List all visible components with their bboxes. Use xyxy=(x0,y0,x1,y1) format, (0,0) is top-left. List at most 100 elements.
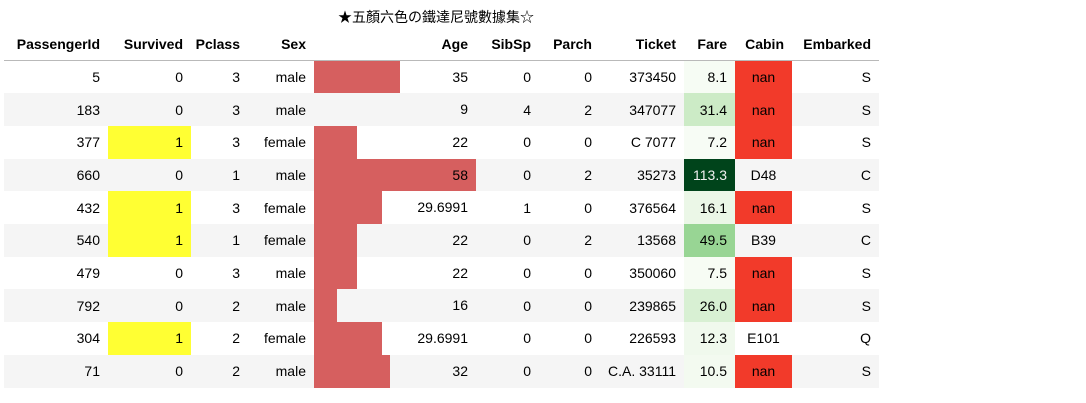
column-header-parch: Parch xyxy=(539,29,600,61)
cell-parch: 2 xyxy=(539,93,600,126)
cell-passengerid: 304 xyxy=(76,330,100,347)
column-header-embarked: Embarked xyxy=(792,29,879,61)
cell-ticket: 347077 xyxy=(600,93,684,126)
cell-survived: 0 xyxy=(108,158,191,192)
cell-survived: 0 xyxy=(108,93,191,126)
table-caption: ★五顏六色の鐵達尼號數據集☆ xyxy=(338,9,534,25)
cell-cabin: nan xyxy=(735,289,792,323)
cell-survived: 0 xyxy=(108,289,191,323)
cell-passengerid: 660 xyxy=(4,158,108,192)
cell-sex: male xyxy=(248,289,314,323)
age-value: 29.6991 xyxy=(417,199,468,216)
age-bar xyxy=(314,158,476,192)
cell-age: 35 xyxy=(314,60,476,94)
cell-fare: 10.5 xyxy=(684,354,735,388)
age-value: 58 xyxy=(452,166,468,183)
cell-parch: 0 xyxy=(584,134,592,151)
table-row: 660 0 1 male 58 0 2 35273 113.3 D48 C xyxy=(4,158,879,192)
cell-fare: 7.2 xyxy=(684,125,735,159)
cell-sibsp: 0 xyxy=(476,158,539,192)
cell-sibsp: 0 xyxy=(523,265,531,282)
column-header-survived: Survived xyxy=(108,29,191,61)
cell-pclass: 3 xyxy=(232,265,240,282)
cell-embarked: S xyxy=(861,199,871,216)
age-value: 9 xyxy=(460,101,468,118)
cell-ticket: 373450 xyxy=(629,68,676,85)
cell-embarked: S xyxy=(861,265,871,282)
cell-embarked: S xyxy=(861,134,871,151)
cell-ticket: C.A. 33111 xyxy=(600,354,684,388)
cell-passengerid: 540 xyxy=(4,224,108,257)
cell-survived: 1 xyxy=(108,125,191,159)
cell-embarked: S xyxy=(792,93,879,126)
cell-passengerid: 432 xyxy=(76,199,100,216)
cell-parch: 0 xyxy=(584,68,592,85)
cell-survived: 0 xyxy=(175,265,183,282)
cell-parch: 0 xyxy=(539,354,600,388)
cell-passengerid: 71 xyxy=(4,354,108,388)
cell-fare: 49.5 xyxy=(684,224,735,257)
age-value: 32 xyxy=(452,362,468,379)
cell-passengerid: 183 xyxy=(4,93,108,126)
age-value: 22 xyxy=(452,264,468,281)
cell-age: 16 xyxy=(314,289,476,323)
cell-ticket: 239865 xyxy=(600,289,684,323)
cell-embarked: S xyxy=(792,289,879,323)
cell-sex: male xyxy=(248,158,314,192)
cell-fare: 12.3 xyxy=(684,322,735,355)
cell-sibsp: 0 xyxy=(476,289,539,323)
column-header-pclass: Pclass xyxy=(191,29,248,61)
cell-parch: 0 xyxy=(539,289,600,323)
age-value: 29.6991 xyxy=(417,330,468,347)
cell-embarked: C xyxy=(792,224,879,257)
cell-cabin: nan xyxy=(735,93,792,126)
cell-survived: 1 xyxy=(108,322,191,355)
age-value: 22 xyxy=(452,232,468,249)
cell-passengerid: 5 xyxy=(92,68,100,85)
cell-parch: 0 xyxy=(584,199,592,216)
column-header-passengerid: PassengerId xyxy=(4,29,108,61)
cell-age: 22 xyxy=(314,256,476,290)
age-value: 22 xyxy=(452,133,468,150)
cell-parch: 0 xyxy=(584,330,592,347)
cell-pclass: 3 xyxy=(232,199,240,216)
age-bar xyxy=(314,354,391,388)
age-bar xyxy=(314,289,338,323)
cell-fare: 31.4 xyxy=(684,93,735,126)
cell-pclass: 1 xyxy=(191,158,248,192)
column-header-sibsp: SibSp xyxy=(476,29,539,61)
cell-sex: female xyxy=(263,199,306,216)
cell-ticket: 350060 xyxy=(629,265,676,282)
cell-survived: 0 xyxy=(175,68,183,85)
table-header: PassengerId Survived Pclass Sex Age SibSp Parc… xyxy=(4,29,879,61)
cell-sibsp: 1 xyxy=(523,199,531,216)
cell-embarked: Q xyxy=(860,330,871,347)
cell-passengerid: 792 xyxy=(4,289,108,323)
table-row: 5 0 3 male 35 0 0 373450 8.1 nan S xyxy=(4,60,879,94)
cell-fare: 16.1 xyxy=(684,191,735,225)
cell-cabin: B39 xyxy=(735,224,792,257)
cell-age: 22 xyxy=(314,224,476,257)
column-header-age: Age xyxy=(314,29,476,61)
cell-ticket: C 7077 xyxy=(630,134,676,151)
cell-ticket: 376564 xyxy=(629,199,676,216)
cell-cabin: nan xyxy=(735,60,792,94)
titanic-table: PassengerId Survived Pclass Sex Age SibSp Parc… xyxy=(4,29,879,388)
age-value: 16 xyxy=(452,297,468,314)
cell-sibsp: 0 xyxy=(523,134,531,151)
age-bar xyxy=(314,256,357,290)
table-row: 479 0 3 male 22 0 0 350060 7.5 nan S xyxy=(4,256,879,290)
table-row: 71 0 2 male 32 0 0 C.A. 33111 10.5 nan S xyxy=(4,354,879,388)
cell-fare: 113.3 xyxy=(684,158,735,192)
cell-ticket: 226593 xyxy=(629,330,676,347)
cell-survived: 1 xyxy=(108,224,191,257)
cell-sex: male xyxy=(248,354,314,388)
cell-sibsp: 0 xyxy=(476,224,539,257)
cell-pclass: 3 xyxy=(232,134,240,151)
table-row: 377 1 3 female 22 0 0 C 7077 7.2 nan S xyxy=(4,125,879,159)
age-bar xyxy=(314,224,357,257)
cell-age: 29.6991 xyxy=(314,322,476,355)
age-bar xyxy=(314,125,357,159)
cell-sibsp: 0 xyxy=(523,330,531,347)
cell-age: 58 xyxy=(314,158,476,192)
